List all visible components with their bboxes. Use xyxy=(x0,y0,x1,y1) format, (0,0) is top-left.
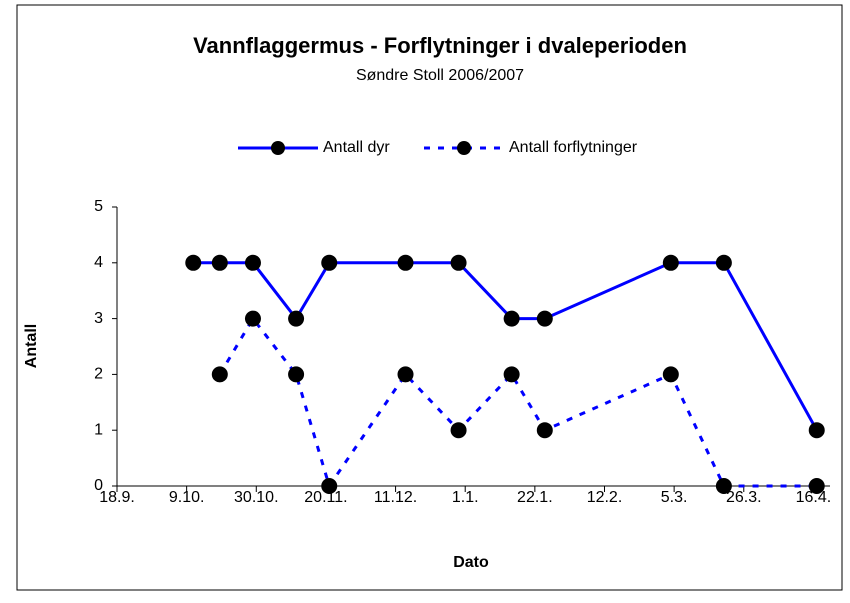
data-point xyxy=(662,254,679,271)
data-point xyxy=(503,366,520,383)
y-axis-title: Antall xyxy=(23,324,40,368)
data-point xyxy=(808,422,825,439)
data-point xyxy=(397,366,414,383)
data-point xyxy=(288,366,305,383)
y-tick-label: 5 xyxy=(94,198,103,215)
data-point xyxy=(321,254,338,271)
legend-label: Antall dyr xyxy=(323,139,390,156)
x-tick-label: 12.2. xyxy=(587,489,623,506)
data-point xyxy=(715,478,732,494)
x-tick-label: 26.3. xyxy=(726,489,762,506)
data-point xyxy=(503,310,520,327)
data-point xyxy=(244,254,261,271)
data-point xyxy=(662,366,679,383)
data-point xyxy=(321,478,338,494)
x-tick-label: 16.4. xyxy=(796,489,832,506)
data-point xyxy=(450,254,467,271)
data-point xyxy=(715,254,732,271)
x-tick-label: 5.3. xyxy=(661,489,688,506)
x-tick-label: 18.9. xyxy=(99,489,135,506)
data-point xyxy=(244,310,261,327)
legend-label: Antall forflytninger xyxy=(509,139,638,156)
legend-marker xyxy=(457,141,471,155)
x-tick-label: 20.11. xyxy=(304,489,347,506)
data-point xyxy=(211,366,228,383)
data-point xyxy=(808,478,825,494)
x-tick-label: 30.10. xyxy=(234,489,278,506)
x-tick-label: 22.1. xyxy=(517,489,553,506)
chart-subtitle: Søndre Stoll 2006/2007 xyxy=(356,67,524,84)
data-point xyxy=(288,310,305,327)
data-point xyxy=(536,422,553,439)
data-point xyxy=(185,254,202,271)
y-tick-label: 1 xyxy=(94,421,103,438)
chart-border xyxy=(16,4,843,591)
y-tick-label: 0 xyxy=(94,477,103,494)
data-point xyxy=(450,422,467,439)
data-point xyxy=(211,254,228,271)
y-tick-label: 2 xyxy=(94,366,103,383)
y-tick-label: 3 xyxy=(94,310,103,327)
x-tick-label: 11.12. xyxy=(374,489,417,506)
y-tick-label: 4 xyxy=(94,254,103,271)
x-axis-title: Dato xyxy=(453,554,489,571)
legend-marker xyxy=(271,141,285,155)
x-tick-label: 9.10. xyxy=(169,489,205,506)
x-tick-label: 1.1. xyxy=(452,489,479,506)
chart-title: Vannflaggermus - Forflytninger i dvalepe… xyxy=(193,33,687,58)
data-point xyxy=(397,254,414,271)
data-point xyxy=(536,310,553,327)
